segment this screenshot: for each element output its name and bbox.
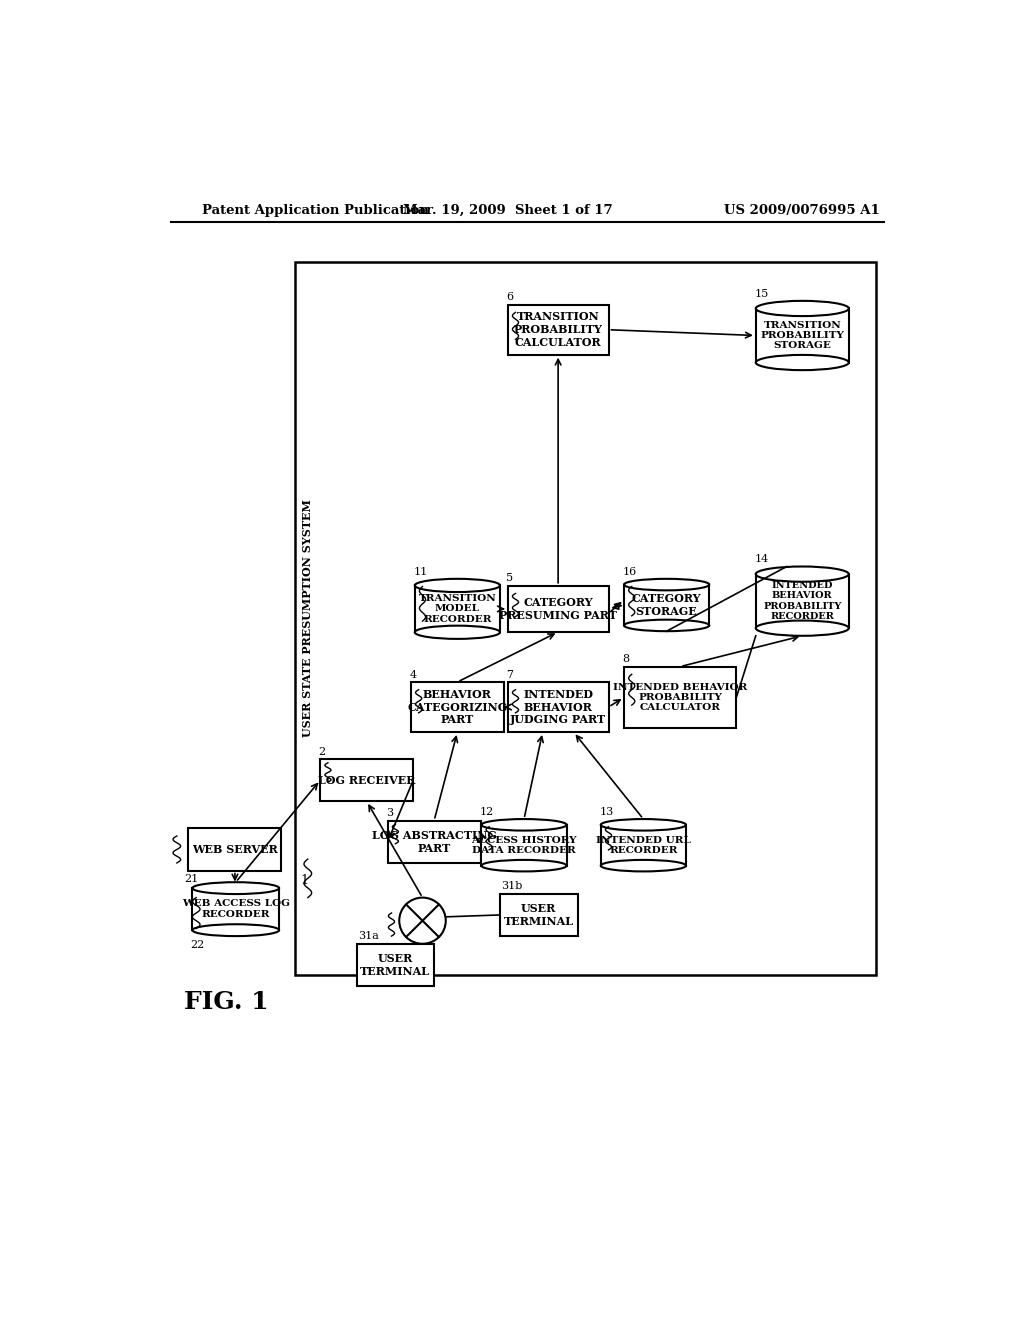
Bar <box>624 585 710 626</box>
Text: Patent Application Publication: Patent Application Publication <box>202 205 428 218</box>
Ellipse shape <box>624 578 710 590</box>
Ellipse shape <box>481 818 566 830</box>
Text: LOG RECEIVER: LOG RECEIVER <box>318 775 416 785</box>
Text: ACCESS HISTORY
DATA RECORDER: ACCESS HISTORY DATA RECORDER <box>471 836 577 855</box>
Ellipse shape <box>481 859 566 871</box>
Text: 31a: 31a <box>358 932 379 941</box>
Text: USER STATE PRESUMPTION SYSTEM: USER STATE PRESUMPTION SYSTEM <box>301 499 312 738</box>
Text: 11: 11 <box>414 566 427 577</box>
Ellipse shape <box>415 578 500 593</box>
Text: 41: 41 <box>381 945 395 956</box>
Text: WEB ACCESS LOG
RECORDER: WEB ACCESS LOG RECORDER <box>181 899 290 919</box>
Bar <box>188 829 282 871</box>
Text: 14: 14 <box>755 554 768 564</box>
Circle shape <box>399 898 445 944</box>
Text: 13: 13 <box>599 807 613 817</box>
Text: INTENDED
BEHAVIOR
PROBABILITY
RECORDER: INTENDED BEHAVIOR PROBABILITY RECORDER <box>763 581 842 622</box>
Ellipse shape <box>756 620 849 636</box>
Text: 15: 15 <box>755 289 768 298</box>
Text: 31b: 31b <box>502 882 523 891</box>
Ellipse shape <box>601 859 686 871</box>
Bar <box>321 759 414 801</box>
Text: 2: 2 <box>318 747 326 756</box>
Bar <box>388 821 480 863</box>
Text: 5: 5 <box>506 573 513 583</box>
Bar <box>601 825 686 866</box>
Text: FIG. 1: FIG. 1 <box>183 990 268 1014</box>
Text: 8: 8 <box>623 655 630 664</box>
Text: 6: 6 <box>506 293 513 302</box>
Text: 1: 1 <box>300 874 308 887</box>
Text: US 2009/0076995 A1: US 2009/0076995 A1 <box>724 205 880 218</box>
Text: 16: 16 <box>623 566 637 577</box>
Text: CATEGORY
PRESUMING PART: CATEGORY PRESUMING PART <box>499 597 617 620</box>
Bar <box>356 944 434 986</box>
Bar <box>508 682 608 733</box>
Bar <box>193 888 280 931</box>
Text: 3: 3 <box>386 808 393 818</box>
Ellipse shape <box>756 566 849 582</box>
Ellipse shape <box>601 818 686 830</box>
Bar <box>500 894 578 936</box>
Ellipse shape <box>193 882 280 894</box>
Text: WEB SERVER: WEB SERVER <box>193 843 278 855</box>
Bar <box>508 586 608 632</box>
Ellipse shape <box>756 355 849 370</box>
Text: TRANSITION
PROBABILITY
STORAGE: TRANSITION PROBABILITY STORAGE <box>760 321 844 350</box>
Text: 4: 4 <box>410 669 417 680</box>
Text: Mar. 19, 2009  Sheet 1 of 17: Mar. 19, 2009 Sheet 1 of 17 <box>402 205 612 218</box>
Bar <box>415 586 500 632</box>
Bar <box>756 574 849 628</box>
Ellipse shape <box>193 924 280 936</box>
Text: 12: 12 <box>480 807 495 817</box>
Text: 7: 7 <box>506 669 513 680</box>
Text: CATEGORY
STORAGE: CATEGORY STORAGE <box>632 593 701 616</box>
Text: INTENDED BEHAVIOR
PROBABILITY
CALCULATOR: INTENDED BEHAVIOR PROBABILITY CALCULATOR <box>613 682 748 713</box>
Text: LOG ABSTRACTING
PART: LOG ABSTRACTING PART <box>372 830 497 854</box>
Text: TRANSITION
PROBABILITY
CALCULATOR: TRANSITION PROBABILITY CALCULATOR <box>514 312 603 348</box>
Ellipse shape <box>756 301 849 315</box>
Bar <box>481 825 566 866</box>
Text: USER
TERMINAL: USER TERMINAL <box>504 903 573 927</box>
Text: 22: 22 <box>190 940 204 950</box>
Text: TRANSITION
MODEL
RECORDER: TRANSITION MODEL RECORDER <box>419 594 497 624</box>
Bar <box>295 263 876 974</box>
Ellipse shape <box>415 626 500 639</box>
Bar <box>508 305 608 355</box>
Text: 21: 21 <box>184 874 199 884</box>
Bar <box>624 667 736 729</box>
Text: BEHAVIOR
CATEGORIZING
PART: BEHAVIOR CATEGORIZING PART <box>408 689 508 725</box>
Text: INTENDED URL
RECORDER: INTENDED URL RECORDER <box>596 836 691 855</box>
Text: INTENDED
BEHAVIOR
JUDGING PART: INTENDED BEHAVIOR JUDGING PART <box>510 689 606 725</box>
Bar <box>756 309 849 363</box>
Text: USER
TERMINAL: USER TERMINAL <box>360 953 430 977</box>
Bar <box>411 682 504 733</box>
Ellipse shape <box>624 619 710 631</box>
